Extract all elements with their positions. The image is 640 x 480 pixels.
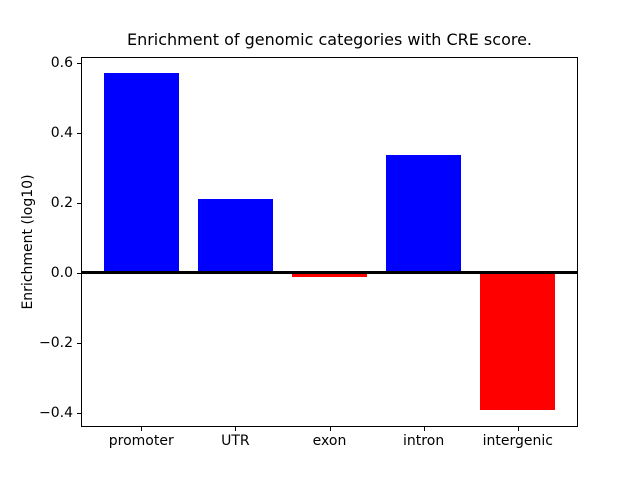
bar-UTR	[197, 199, 274, 273]
x-tick	[141, 427, 143, 431]
y-tick	[77, 202, 81, 204]
y-tick	[77, 342, 81, 344]
x-tick-label: exon	[312, 433, 347, 449]
y-tick	[77, 272, 81, 274]
x-tick-label: UTR	[221, 433, 250, 449]
bar-intergenic	[480, 272, 556, 411]
bar-intron	[385, 155, 462, 273]
x-tick-label: intergenic	[482, 433, 553, 449]
chart-title: Enrichment of genomic categories with CR…	[126, 30, 533, 49]
bar-exon	[291, 272, 368, 278]
bar-promoter	[103, 73, 179, 273]
x-tick-label: promoter	[108, 433, 174, 449]
y-tick	[77, 412, 81, 414]
y-tick-label: 0.2	[50, 194, 73, 211]
x-tick	[517, 427, 519, 431]
y-tick	[77, 62, 81, 64]
x-tick-label: intron	[403, 433, 445, 449]
y-tick-label: 0.4	[50, 124, 73, 141]
y-tick-label: 0.0	[50, 264, 73, 281]
zero-line	[81, 271, 578, 275]
x-tick	[235, 427, 237, 431]
x-tick	[423, 427, 425, 431]
x-tick	[329, 427, 331, 431]
y-tick	[77, 132, 81, 134]
y-tick-label: −0.4	[39, 404, 73, 421]
y-tick-label: 0.6	[50, 54, 73, 71]
y-tick-label: −0.2	[39, 334, 73, 351]
